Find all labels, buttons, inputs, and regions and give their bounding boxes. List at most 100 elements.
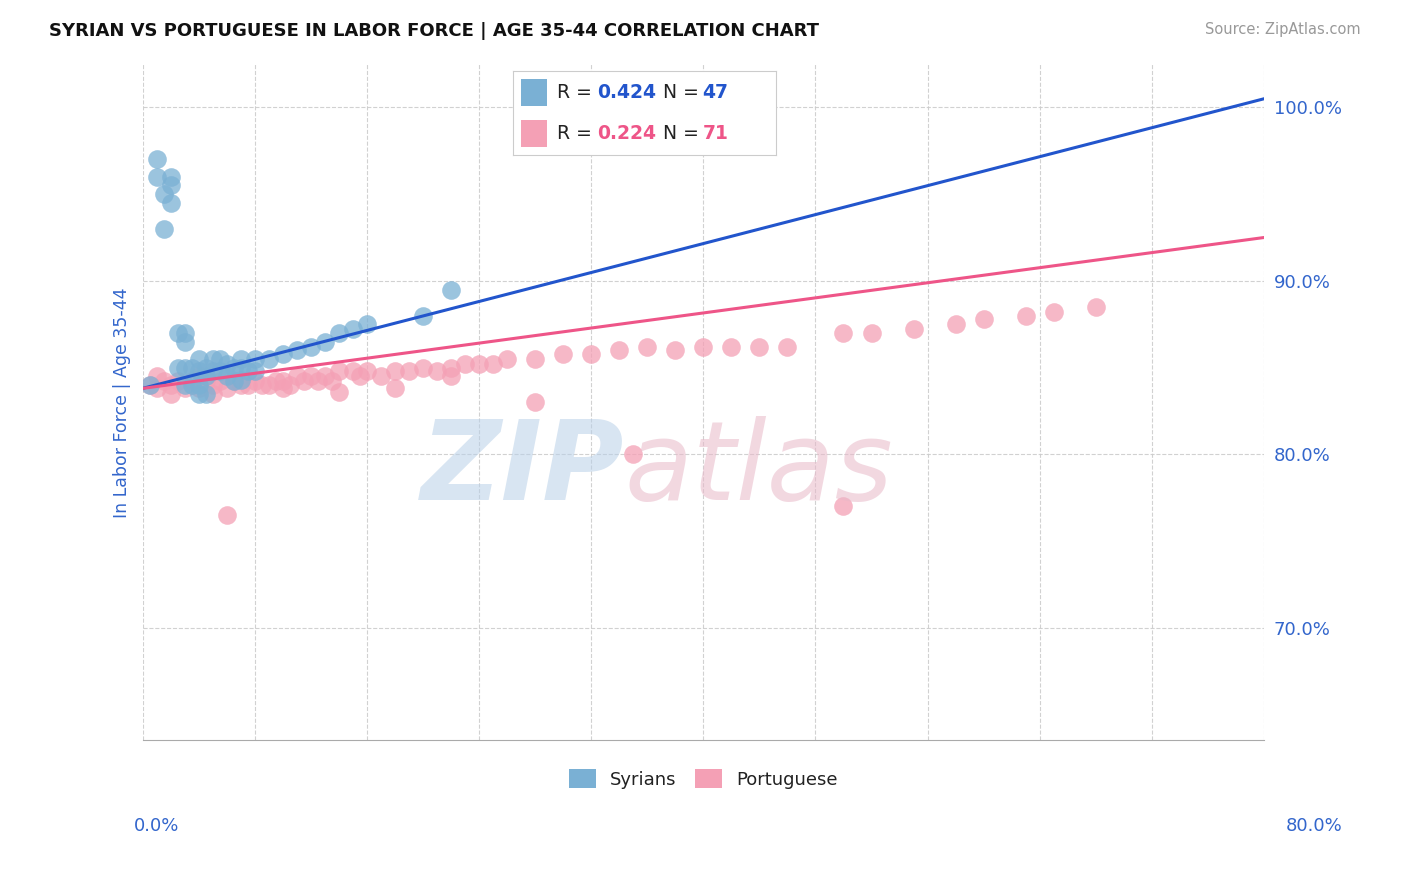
Point — [307, 375, 329, 389]
Point — [621, 447, 644, 461]
Point — [187, 351, 209, 366]
Point — [384, 364, 406, 378]
Text: ZIP: ZIP — [422, 417, 624, 524]
Point — [201, 364, 224, 378]
Point — [636, 340, 658, 354]
Point — [243, 364, 266, 378]
Point — [159, 178, 181, 193]
Point — [222, 375, 245, 389]
Point — [440, 369, 463, 384]
Point — [553, 347, 575, 361]
Point — [440, 360, 463, 375]
Point — [412, 309, 434, 323]
Point — [166, 375, 188, 389]
Point — [579, 347, 602, 361]
Point — [159, 169, 181, 184]
Point — [264, 375, 287, 389]
Point — [314, 334, 336, 349]
Point — [299, 340, 322, 354]
Point — [180, 378, 202, 392]
Point — [215, 381, 238, 395]
Point — [832, 500, 855, 514]
Point — [194, 375, 217, 389]
Point — [152, 187, 174, 202]
Point — [145, 153, 167, 167]
Point — [973, 312, 995, 326]
Point — [215, 508, 238, 522]
Point — [257, 378, 280, 392]
Point — [370, 369, 392, 384]
Point — [173, 360, 195, 375]
Point — [1084, 300, 1107, 314]
Point — [440, 283, 463, 297]
Point — [328, 384, 350, 399]
Point — [173, 381, 195, 395]
Point — [159, 378, 181, 392]
Point — [271, 381, 294, 395]
Point — [138, 378, 160, 392]
Point — [412, 360, 434, 375]
Point — [173, 334, 195, 349]
Text: SYRIAN VS PORTUGUESE IN LABOR FORCE | AGE 35-44 CORRELATION CHART: SYRIAN VS PORTUGUESE IN LABOR FORCE | AG… — [49, 22, 820, 40]
Point — [229, 360, 252, 375]
Point — [138, 378, 160, 392]
Point — [257, 351, 280, 366]
Point — [201, 351, 224, 366]
Point — [398, 364, 420, 378]
Point — [201, 378, 224, 392]
Point — [215, 369, 238, 384]
Point — [159, 195, 181, 210]
Point — [145, 369, 167, 384]
Point — [236, 364, 259, 378]
Point — [180, 360, 202, 375]
Point — [285, 369, 308, 384]
Point — [328, 326, 350, 340]
Point — [173, 326, 195, 340]
Point — [299, 369, 322, 384]
Point — [748, 340, 770, 354]
Point — [208, 364, 231, 378]
Point — [194, 360, 217, 375]
Point — [426, 364, 449, 378]
Point — [349, 369, 371, 384]
Point — [285, 343, 308, 358]
Point — [454, 357, 477, 371]
Point — [271, 375, 294, 389]
Point — [607, 343, 630, 358]
Point — [215, 357, 238, 371]
Point — [524, 351, 547, 366]
Point — [356, 364, 378, 378]
Point — [496, 351, 519, 366]
Point — [222, 375, 245, 389]
Point — [208, 351, 231, 366]
Point — [903, 322, 925, 336]
Point — [1042, 305, 1064, 319]
Point — [342, 364, 364, 378]
Point — [321, 375, 343, 389]
Point — [384, 381, 406, 395]
Point — [145, 381, 167, 395]
Point — [720, 340, 742, 354]
Point — [243, 375, 266, 389]
Point — [201, 386, 224, 401]
Point — [692, 340, 714, 354]
Point — [236, 378, 259, 392]
Point — [342, 322, 364, 336]
Point — [328, 364, 350, 378]
Point — [945, 317, 967, 331]
Point — [166, 360, 188, 375]
Point — [1015, 309, 1038, 323]
Point — [180, 375, 202, 389]
Point — [194, 369, 217, 384]
Point — [187, 378, 209, 392]
Point — [314, 369, 336, 384]
Point — [292, 375, 315, 389]
Text: atlas: atlas — [624, 417, 893, 524]
Point — [166, 326, 188, 340]
Point — [229, 378, 252, 392]
Point — [208, 375, 231, 389]
Text: 80.0%: 80.0% — [1286, 817, 1343, 835]
Point — [222, 360, 245, 375]
Point — [468, 357, 491, 371]
Point — [278, 378, 301, 392]
